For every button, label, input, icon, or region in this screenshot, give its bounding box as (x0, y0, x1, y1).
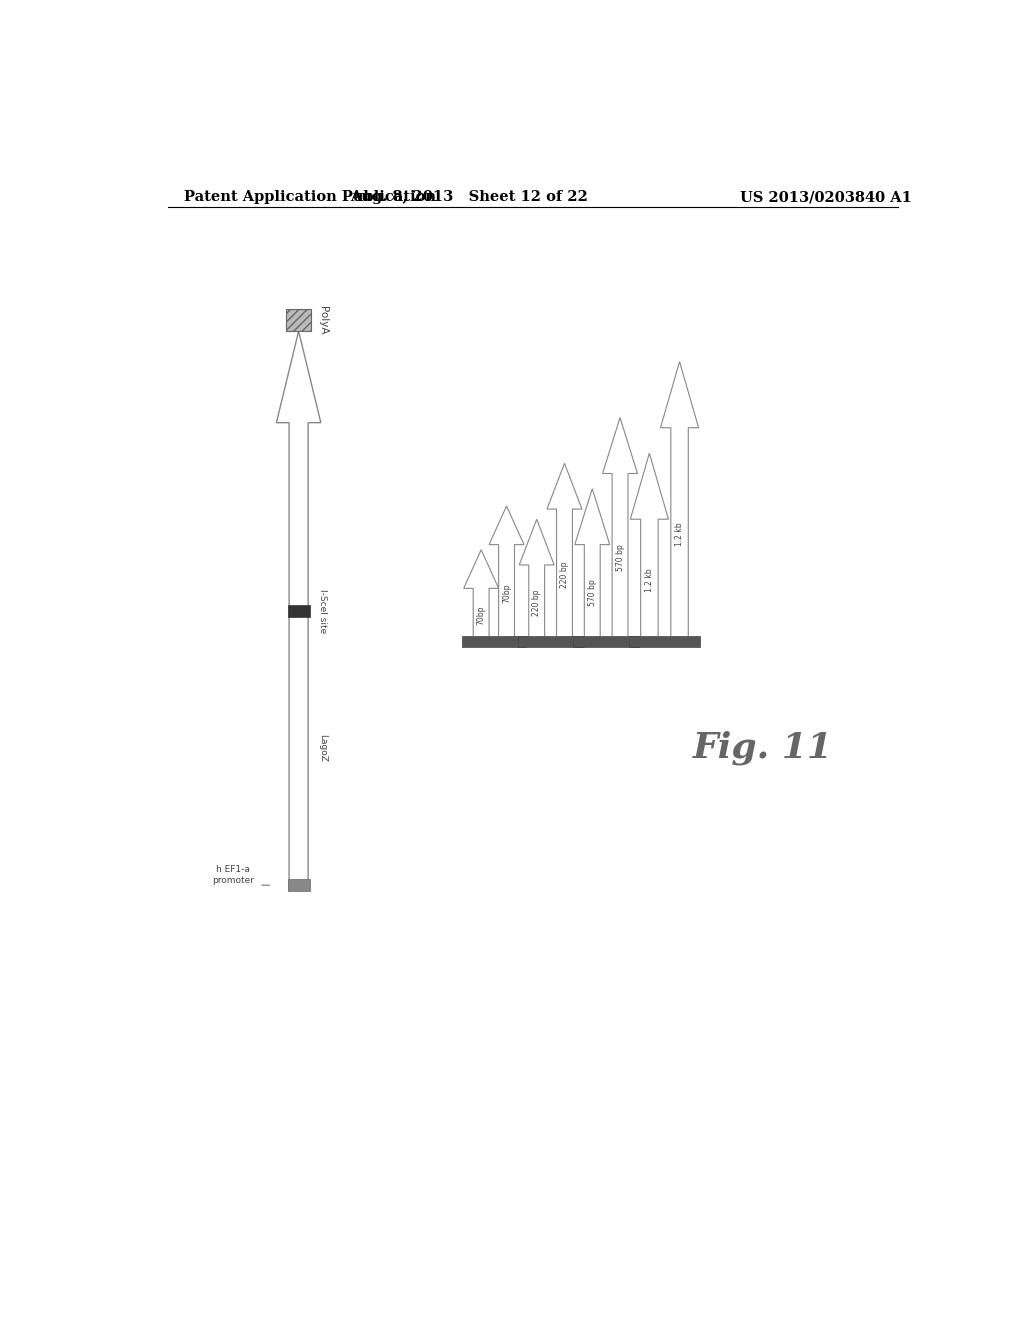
Text: 570 bp: 570 bp (588, 579, 597, 606)
Polygon shape (464, 549, 499, 642)
Bar (288, 605, 309, 616)
Bar (286, 309, 311, 331)
Text: h EF1-a
promoter: h EF1-a promoter (212, 866, 254, 884)
Text: 1.2 kb: 1.2 kb (645, 569, 654, 591)
Text: LagoZ: LagoZ (317, 734, 327, 762)
Polygon shape (660, 362, 698, 642)
Polygon shape (489, 506, 524, 642)
Bar (462, 636, 525, 647)
Text: 70bp: 70bp (502, 583, 511, 603)
Text: PolyA: PolyA (317, 306, 328, 334)
Text: Fig. 11: Fig. 11 (693, 731, 833, 766)
Text: I-SceI site: I-SceI site (317, 589, 327, 632)
Bar (629, 636, 700, 647)
Text: 70bp: 70bp (476, 605, 485, 624)
Text: 220 bp: 220 bp (532, 590, 542, 616)
Text: Patent Application Publication: Patent Application Publication (183, 190, 435, 205)
Bar (288, 879, 309, 891)
Text: 570 bp: 570 bp (615, 544, 625, 570)
Bar (518, 636, 584, 647)
Text: 220 bp: 220 bp (560, 562, 569, 589)
Polygon shape (602, 417, 638, 642)
Polygon shape (519, 519, 554, 642)
Polygon shape (631, 453, 669, 642)
Bar (573, 636, 639, 647)
Text: US 2013/0203840 A1: US 2013/0203840 A1 (740, 190, 912, 205)
Polygon shape (574, 488, 609, 642)
Text: Aug. 8, 2013   Sheet 12 of 22: Aug. 8, 2013 Sheet 12 of 22 (350, 190, 588, 205)
Text: 1.2 kb: 1.2 kb (675, 523, 684, 546)
Polygon shape (547, 463, 582, 642)
Polygon shape (276, 331, 321, 890)
